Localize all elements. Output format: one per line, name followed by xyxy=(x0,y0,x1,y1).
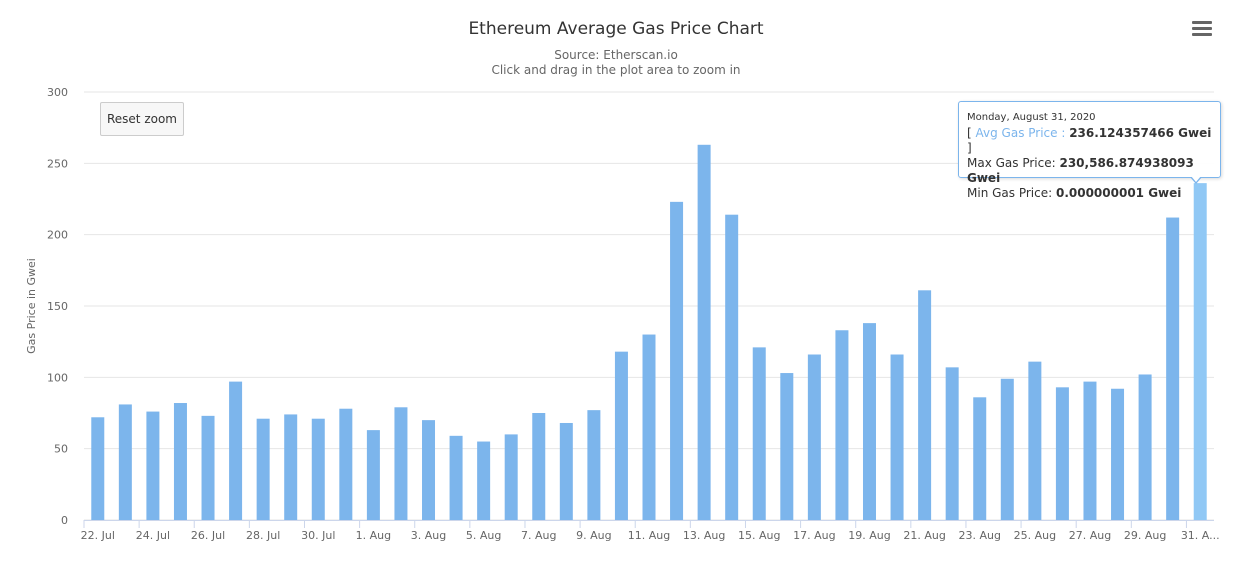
tooltip-avg-label: Avg Gas Price xyxy=(975,126,1058,140)
bar[interactable] xyxy=(973,397,987,520)
data-tooltip: Monday, August 31, 2020 [ Avg Gas Price … xyxy=(958,101,1221,200)
tooltip-min-label: Min Gas Price: xyxy=(967,186,1056,200)
y-axis-title: Gas Price in Gwei xyxy=(25,258,38,354)
x-tick-label: 31. A... xyxy=(1181,529,1220,542)
y-axis-ticks: 0 50 100 150 200 250 300 xyxy=(47,86,68,527)
bar[interactable] xyxy=(173,403,187,520)
x-tick-label: 30. Jul xyxy=(301,529,335,542)
tooltip-max-row: Max Gas Price: 230,586.874938093 Gwei xyxy=(967,156,1212,186)
x-tick-label: 21. Aug xyxy=(903,529,945,542)
chart-subtitle-hint: Click and drag in the plot area to zoom … xyxy=(491,63,740,77)
bar[interactable] xyxy=(1083,381,1097,520)
bar[interactable] xyxy=(862,323,876,520)
bar[interactable] xyxy=(422,420,436,520)
bar[interactable] xyxy=(752,347,766,520)
y-tick-label: 200 xyxy=(47,229,68,242)
bar[interactable] xyxy=(918,290,932,520)
x-tick-label: 25. Aug xyxy=(1014,529,1056,542)
bar[interactable] xyxy=(1193,183,1207,520)
bar[interactable] xyxy=(532,413,546,520)
y-tick-label: 100 xyxy=(47,371,68,384)
y-tick-label: 250 xyxy=(47,157,68,170)
tooltip-max-value: 230,586.874938093 Gwei xyxy=(967,156,1194,185)
bar[interactable] xyxy=(1028,361,1042,520)
x-tick-label: 26. Jul xyxy=(191,529,225,542)
tooltip-date: Monday, August 31, 2020 xyxy=(967,112,1096,123)
tooltip-avg-sep: : xyxy=(1057,126,1070,140)
x-tick-label: 11. Aug xyxy=(628,529,670,542)
x-tick-label: 7. Aug xyxy=(521,529,556,542)
x-tick-label: 13. Aug xyxy=(683,529,725,542)
bar[interactable] xyxy=(91,417,105,520)
chart-title: Ethereum Average Gas Price Chart xyxy=(468,19,763,39)
bar[interactable] xyxy=(559,422,573,520)
bar[interactable] xyxy=(477,441,491,520)
bar[interactable] xyxy=(1000,378,1014,520)
tooltip-pointer-fill xyxy=(1191,176,1201,182)
tooltip-min-row: Min Gas Price: 0.000000001 Gwei xyxy=(967,186,1212,201)
bar[interactable] xyxy=(807,354,821,520)
bar[interactable] xyxy=(697,144,711,520)
bar[interactable] xyxy=(725,214,739,520)
bar[interactable] xyxy=(311,418,325,520)
bar[interactable] xyxy=(229,381,243,520)
y-tick-label: 50 xyxy=(54,443,68,456)
x-tick-label: 28. Jul xyxy=(246,529,280,542)
x-tick-label: 22. Jul xyxy=(81,529,115,542)
bar[interactable] xyxy=(256,418,270,520)
bar[interactable] xyxy=(780,373,794,520)
x-tick-label: 5. Aug xyxy=(466,529,501,542)
y-tick-label: 150 xyxy=(47,300,68,313)
x-tick-label: 19. Aug xyxy=(848,529,890,542)
bar[interactable] xyxy=(394,407,408,520)
bar[interactable] xyxy=(642,334,656,520)
bar-series[interactable] xyxy=(91,144,1207,520)
x-tick-label: 23. Aug xyxy=(958,529,1000,542)
bar[interactable] xyxy=(1138,374,1152,520)
x-tick-label: 3. Aug xyxy=(411,529,446,542)
bar[interactable] xyxy=(201,415,215,520)
bar[interactable] xyxy=(614,351,628,520)
bar[interactable] xyxy=(587,410,601,520)
bar[interactable] xyxy=(284,414,298,520)
bar[interactable] xyxy=(339,408,353,520)
chart-subtitle-source: Source: Etherscan.io xyxy=(554,48,678,62)
bar[interactable] xyxy=(504,434,518,520)
menu-bar xyxy=(1192,21,1212,24)
menu-bar xyxy=(1192,27,1212,30)
tooltip-min-value: 0.000000001 Gwei xyxy=(1055,186,1182,200)
bar[interactable] xyxy=(366,430,380,520)
tooltip-avg-row: [ Avg Gas Price : 236.124357466 Gwei ] xyxy=(967,126,1212,156)
tooltip-avg-value: 236.124357466 Gwei xyxy=(1069,126,1212,140)
menu-bar xyxy=(1192,33,1212,36)
bar[interactable] xyxy=(945,367,959,520)
bar[interactable] xyxy=(670,201,684,520)
x-tick-label: 9. Aug xyxy=(576,529,611,542)
hamburger-menu-icon[interactable] xyxy=(1190,18,1214,40)
x-tick-label: 27. Aug xyxy=(1069,529,1111,542)
bar[interactable] xyxy=(890,354,904,520)
bar[interactable] xyxy=(835,330,849,520)
tooltip-max-label: Max Gas Price: xyxy=(967,156,1060,170)
x-tick-label: 24. Jul xyxy=(136,529,170,542)
bar[interactable] xyxy=(1111,388,1125,520)
bar[interactable] xyxy=(1166,217,1180,520)
bar[interactable] xyxy=(146,411,160,520)
x-tick-label: 29. Aug xyxy=(1124,529,1166,542)
y-tick-label: 300 xyxy=(47,86,68,99)
x-axis: 22. Jul 24. Jul 26. Jul 28. Jul 30. Jul 1. Au… xyxy=(81,520,1220,542)
tooltip-close-bracket: ] xyxy=(967,141,972,155)
x-tick-label: 15. Aug xyxy=(738,529,780,542)
x-tick-label: 17. Aug xyxy=(793,529,835,542)
bar[interactable] xyxy=(1055,387,1069,520)
reset-zoom-button[interactable]: Reset zoom xyxy=(100,102,184,136)
bar[interactable] xyxy=(449,435,463,520)
bar[interactable] xyxy=(118,404,132,520)
tooltip-open-bracket: [ xyxy=(967,126,976,140)
y-tick-label: 0 xyxy=(61,514,68,527)
x-tick-label: 1. Aug xyxy=(356,529,391,542)
